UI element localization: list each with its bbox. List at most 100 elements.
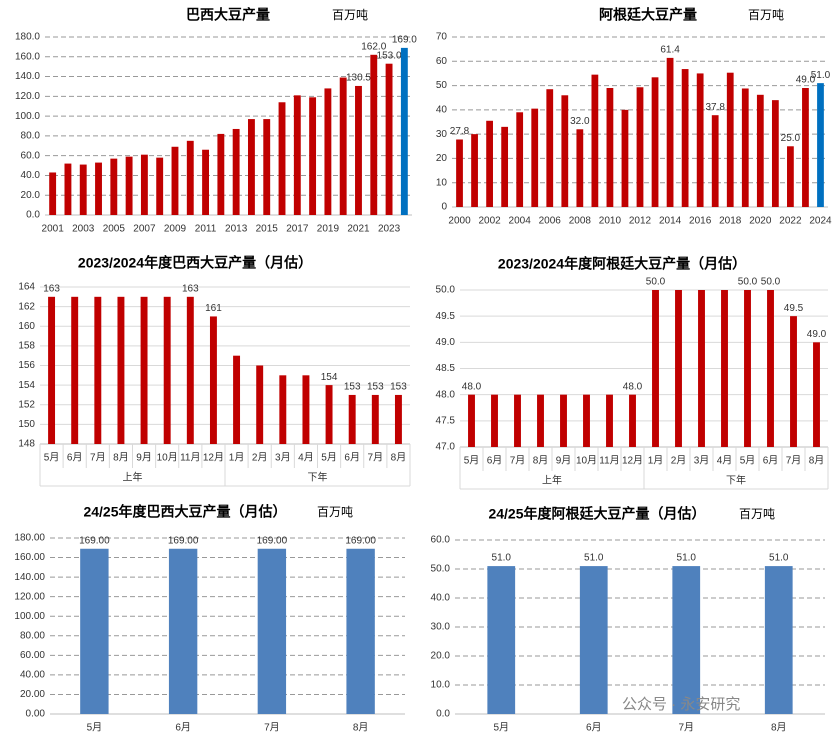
x-tick-label: 3月 xyxy=(275,452,291,464)
x-tick-label: 6月 xyxy=(344,452,360,464)
x-tick-label: 7月 xyxy=(368,452,384,464)
bar xyxy=(579,566,608,714)
x-tick-label: 2004 xyxy=(509,216,532,227)
x-tick-label: 2015 xyxy=(256,224,279,235)
x-tick-label: 10月 xyxy=(157,452,178,464)
bar xyxy=(186,296,194,444)
value-label: 153 xyxy=(390,382,407,393)
bar xyxy=(675,290,682,447)
value-label: 153 xyxy=(367,382,384,393)
unit-label: 百万吨 xyxy=(332,8,368,22)
x-tick-label: 2017 xyxy=(286,224,309,235)
value-label: 27.8 xyxy=(450,126,470,137)
y-tick-label: 160.00 xyxy=(14,552,45,563)
y-tick-label: 164 xyxy=(18,282,35,293)
bar xyxy=(561,95,569,207)
bar xyxy=(817,83,824,207)
bar xyxy=(486,120,493,207)
chart-title: 2023/2024年度巴西大豆产量（月估） xyxy=(78,255,312,271)
y-tick-label: 50 xyxy=(436,80,448,91)
bar xyxy=(514,394,521,447)
bar xyxy=(394,394,402,444)
y-tick-label: 180.0 xyxy=(15,32,40,43)
y-tick-label: 48.5 xyxy=(436,363,456,374)
bar xyxy=(501,126,509,207)
x-tick-label: 5月 xyxy=(464,455,480,467)
bar xyxy=(217,133,225,215)
value-label: 32.0 xyxy=(570,116,590,127)
x-tick-label: 2021 xyxy=(347,224,370,235)
value-label: 51.0 xyxy=(769,553,789,564)
x-tick-label: 4月 xyxy=(298,452,314,464)
bar xyxy=(456,139,463,207)
bar xyxy=(651,77,659,207)
bar xyxy=(767,290,774,447)
x-tick-label: 3月 xyxy=(694,455,710,467)
bar xyxy=(666,57,674,208)
x-tick-label: 12月 xyxy=(203,452,224,464)
bar xyxy=(546,89,554,207)
x-tick-label: 6月 xyxy=(763,455,779,467)
bar xyxy=(681,69,689,207)
value-label: 25.0 xyxy=(781,133,801,144)
y-tick-label: 60.00 xyxy=(20,650,45,661)
bar xyxy=(606,394,613,447)
bar xyxy=(764,566,793,714)
bar xyxy=(256,365,264,444)
x-tick-label: 2020 xyxy=(749,216,772,227)
y-tick-label: 40.0 xyxy=(431,593,451,604)
y-tick-label: 154 xyxy=(18,380,35,391)
y-tick-label: 0 xyxy=(441,202,447,213)
x-tick-label: 1月 xyxy=(648,455,664,467)
y-tick-label: 49.5 xyxy=(436,311,456,322)
x-tick-label: 11月 xyxy=(599,455,619,467)
value-label: 50.0 xyxy=(761,277,781,288)
bar xyxy=(370,54,378,215)
bar xyxy=(233,355,241,444)
unit-label: 百万吨 xyxy=(739,507,775,521)
value-label: 49.0 xyxy=(807,329,827,340)
x-tick-label: 8月 xyxy=(391,452,407,464)
y-tick-label: 120.00 xyxy=(14,591,45,602)
bar xyxy=(813,342,820,447)
bar xyxy=(606,88,614,207)
value-label: 169.00 xyxy=(168,535,199,546)
x-tick-label: 8月 xyxy=(113,452,129,464)
y-tick-label: 48.0 xyxy=(436,389,456,400)
bar xyxy=(629,394,636,447)
bar xyxy=(721,290,728,447)
x-tick-label: 2月 xyxy=(252,452,268,464)
bar xyxy=(560,394,567,447)
bar xyxy=(309,97,317,215)
bar xyxy=(110,158,118,215)
value-label: 50.0 xyxy=(738,277,758,288)
y-tick-label: 40 xyxy=(436,104,448,115)
value-label: 37.8 xyxy=(705,102,725,113)
x-tick-label: 12月 xyxy=(622,455,643,467)
y-tick-label: 160 xyxy=(18,321,35,332)
x-tick-label: 2003 xyxy=(72,224,95,235)
value-label: 163 xyxy=(43,283,60,294)
y-tick-label: 20.0 xyxy=(21,190,41,201)
bar xyxy=(790,316,797,447)
y-tick-label: 80.00 xyxy=(20,630,45,641)
y-tick-label: 30.0 xyxy=(431,622,451,633)
x-tick-label: 10月 xyxy=(576,455,597,467)
x-tick-label: 2002 xyxy=(478,216,501,227)
x-tick-label: 7月 xyxy=(678,722,694,734)
y-tick-label: 156 xyxy=(18,360,35,371)
bar xyxy=(537,394,544,447)
unit-label: 百万吨 xyxy=(317,505,353,519)
x-tick-label: 5月 xyxy=(87,722,103,734)
x-tick-label: 4月 xyxy=(717,455,733,467)
y-tick-label: 20.0 xyxy=(431,651,451,662)
y-tick-label: 0.0 xyxy=(436,709,450,720)
bar xyxy=(346,548,375,714)
x-tick-label: 2001 xyxy=(42,224,65,235)
y-tick-label: 50.0 xyxy=(436,285,456,296)
x-tick-label: 2005 xyxy=(103,224,126,235)
bar xyxy=(471,134,478,207)
y-tick-label: 148 xyxy=(18,439,35,450)
bar xyxy=(652,290,659,447)
